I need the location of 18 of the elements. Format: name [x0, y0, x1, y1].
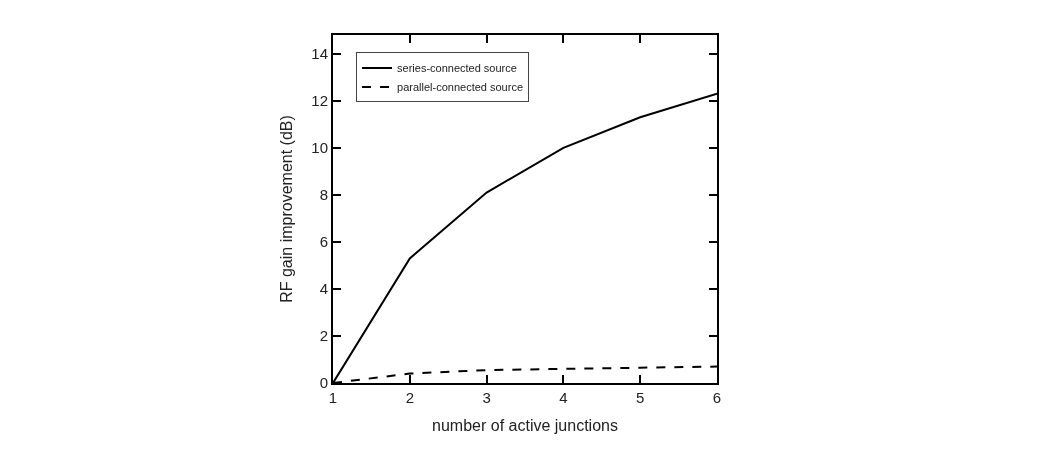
x-tick-label: 3: [482, 389, 491, 406]
y-axis-title: RF gain improvement (dB): [277, 115, 295, 303]
y-tick-label: 2: [319, 327, 328, 345]
y-tick-label: 6: [319, 233, 328, 251]
y-tick-label: 4: [319, 280, 328, 298]
x-tick-label: 4: [559, 389, 568, 406]
legend-label: parallel-connected source: [397, 81, 524, 94]
y-tick-label: 8: [319, 186, 328, 204]
y-tick-label: 10: [311, 139, 328, 157]
x-tick-label: 2: [405, 389, 414, 406]
x-tick-label: 5: [636, 389, 645, 406]
y-tick-label: 14: [311, 45, 328, 63]
y-tick-label: 12: [311, 92, 328, 110]
x-tick-label: 6: [712, 389, 722, 406]
x-axis-title: number of active junctions: [432, 417, 618, 435]
y-tick-label: 0: [319, 374, 328, 392]
x-tick-label: 1: [328, 389, 338, 406]
legend-label: series-connected source: [397, 62, 517, 75]
